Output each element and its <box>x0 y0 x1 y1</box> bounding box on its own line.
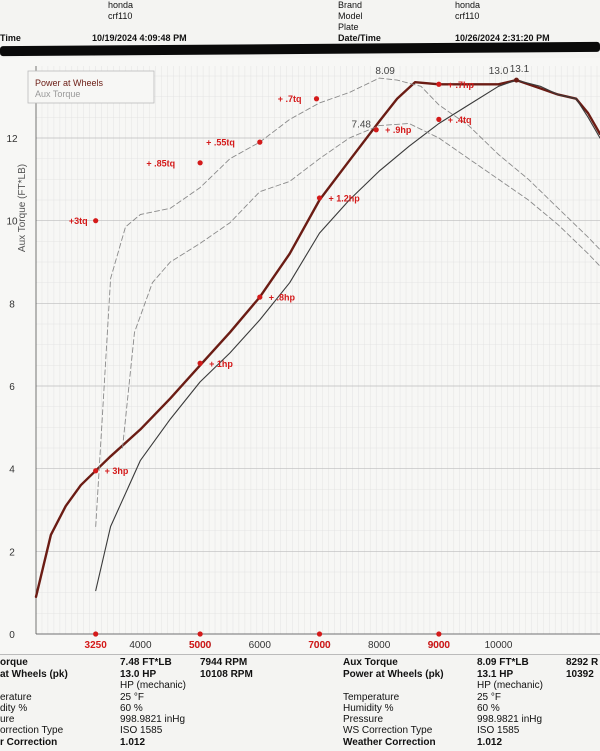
annotation-dot <box>198 160 203 165</box>
left-hum-value: 60 % <box>120 703 143 714</box>
annotation-dot <box>93 468 98 473</box>
annotation-label: + .9hp <box>385 125 412 135</box>
left-corr-label: orrection Type <box>0 725 63 736</box>
annotation-label: + .85tq <box>146 158 175 168</box>
annotation-dot <box>198 361 203 366</box>
y-axis-label: Aux Torque (FT*LB) <box>17 164 28 252</box>
annotation-label: +3tq <box>69 216 88 226</box>
left-power-value: 13.0 HP <box>120 669 156 680</box>
right-wcorr-value: 1.012 <box>477 737 502 748</box>
left-power-label: at Wheels (pk) <box>0 669 68 680</box>
y-tick-label: 6 <box>9 382 15 393</box>
right-torque-label: Aux Torque <box>343 657 398 668</box>
x-marker-dot <box>436 631 441 636</box>
annotation-dot <box>317 195 322 200</box>
left-time-value: 10/19/2024 4:09:48 PM <box>92 33 187 44</box>
x-tick-label: 10000 <box>485 640 513 651</box>
peak-label: 7.48 <box>352 120 372 131</box>
chart-background <box>0 58 600 656</box>
header: honda crf110 Time 10/19/2024 4:09:48 PM … <box>0 0 600 58</box>
right-torque-value: 8.09 FT*LB <box>477 657 529 668</box>
peak-dot <box>514 78 519 83</box>
annotation-dot <box>436 82 441 87</box>
annotation-label: + 3hp <box>105 466 129 476</box>
right-power-sub: HP (mechanic) <box>477 680 543 691</box>
left-wcorr-value: 1.012 <box>120 737 145 748</box>
annotation-dot <box>93 218 98 223</box>
right-datetime-label: Date/Time <box>338 33 381 44</box>
right-power-rpm: 10392 <box>566 669 594 680</box>
right-model-label: Model <box>338 11 363 22</box>
annotation-label: + .8hp <box>269 293 296 303</box>
peak-label: 8.09 <box>375 66 395 77</box>
footer: orque 7.48 FT*LB 7944 RPM at Wheels (pk)… <box>0 654 600 751</box>
annotation-label: + .4tq <box>448 115 472 125</box>
left-time-label: Time <box>0 33 21 44</box>
annotation-dot <box>257 295 262 300</box>
right-power-value: 13.1 HP <box>477 669 513 680</box>
right-hum-value: 60 % <box>477 703 500 714</box>
annotation-dot <box>314 96 319 101</box>
left-hum-label: dity % <box>0 703 27 714</box>
legend-power-at-wheels: Power at Wheels <box>35 78 104 88</box>
annotation-dot <box>374 127 379 132</box>
right-torque-rpm: 8292 R <box>566 657 598 668</box>
y-tick-label: 2 <box>9 547 15 558</box>
right-temp-label: Temperature <box>343 692 399 703</box>
right-pres-label: Pressure <box>343 714 383 725</box>
x-marker-dot <box>93 631 98 636</box>
right-brand-label: Brand <box>338 0 362 11</box>
left-torque-value: 7.48 FT*LB <box>120 657 172 668</box>
x-marker-label: 5000 <box>189 640 212 651</box>
left-temp-label: erature <box>0 692 32 703</box>
x-marker-label: 9000 <box>428 640 451 651</box>
legend: Power at Wheels Aux Torque <box>28 71 154 103</box>
annotation-label: + 1.2hp <box>328 193 360 203</box>
x-marker-dot <box>317 631 322 636</box>
peak-label: 13.1 <box>510 64 530 75</box>
left-wcorr-label: r Correction <box>0 737 57 748</box>
x-tick-label: 8000 <box>368 640 391 651</box>
right-model-value: crf110 <box>455 11 479 22</box>
right-hum-label: Humidity % <box>343 703 394 714</box>
x-marker-label: 7000 <box>308 640 331 651</box>
left-torque-rpm: 7944 RPM <box>200 657 247 668</box>
x-tick-label: 6000 <box>249 640 272 651</box>
right-plate-label: Plate <box>338 22 359 33</box>
right-temp-value: 25 °F <box>477 692 501 703</box>
left-pres-value: 998.9821 inHg <box>120 714 185 725</box>
left-temp-value: 25 °F <box>120 692 144 703</box>
annotation-label: + .7hp <box>448 80 475 90</box>
annotation-dot <box>436 117 441 122</box>
y-tick-label: 4 <box>9 465 15 476</box>
right-corr-value: ISO 1585 <box>477 725 519 736</box>
redaction-bar <box>0 42 600 56</box>
y-tick-label: 8 <box>9 299 15 310</box>
annotation-label: + .55tq <box>206 138 235 148</box>
right-power-label: Power at Wheels (pk) <box>343 669 444 680</box>
annotation-label: + 1hp <box>209 359 233 369</box>
annotation-dot <box>257 140 262 145</box>
right-corr-label: WS Correction Type <box>343 725 432 736</box>
left-corr-value: ISO 1585 <box>120 725 162 736</box>
left-power-rpm: 10108 RPM <box>200 669 253 680</box>
left-power-sub: HP (mechanic) <box>120 680 186 691</box>
x-marker-label: 3250 <box>85 640 108 651</box>
legend-aux-torque: Aux Torque <box>35 89 80 99</box>
right-brand-value: honda <box>455 0 480 11</box>
annotation-label: + .7tq <box>278 94 302 104</box>
peak-label: 13.0 <box>489 66 509 77</box>
left-torque-label: orque <box>0 657 28 668</box>
y-tick-label: 12 <box>6 134 18 145</box>
left-model-value: crf110 <box>108 11 132 22</box>
right-wcorr-label: Weather Correction <box>343 737 436 748</box>
x-tick-label: 4000 <box>129 640 152 651</box>
left-pres-label: ure <box>0 714 14 725</box>
x-marker-dot <box>198 631 203 636</box>
y-tick-label: 0 <box>9 630 15 641</box>
left-brand-value: honda <box>108 0 133 11</box>
right-pres-value: 998.9821 inHg <box>477 714 542 725</box>
